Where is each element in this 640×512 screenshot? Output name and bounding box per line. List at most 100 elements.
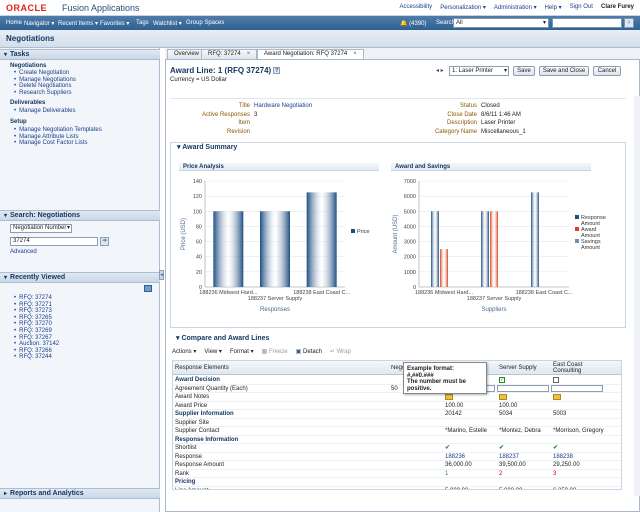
award-line-select[interactable]: 1: Laser Printer ▾ <box>449 66 509 76</box>
nav-home[interactable]: Home <box>6 20 23 26</box>
tasks-header[interactable]: ▾ Tasks <box>0 49 160 60</box>
award-checkbox-2[interactable]: ✓ <box>499 377 505 383</box>
table-cell: 2 <box>499 470 503 477</box>
task-manage-attribute-lists[interactable]: Manage Attribute Lists <box>19 133 79 140</box>
save-and-close-button[interactable]: Save and Close <box>539 66 589 76</box>
close-date-value: 8/6/11 1:46 AM <box>481 111 521 118</box>
search-field-select[interactable]: Negotiation Number ▾ <box>10 224 72 233</box>
table-row: Shortlist <box>173 444 621 453</box>
view-menu[interactable]: View ▾ <box>204 349 222 355</box>
recent-item[interactable]: RFQ: 37270 <box>19 321 52 328</box>
table-cell: Pricing <box>175 479 196 485</box>
tasks-title: Tasks <box>10 51 30 58</box>
nav-group-spaces[interactable]: Group Spaces <box>186 20 225 26</box>
actions-menu[interactable]: Actions ▾ <box>172 349 197 355</box>
close-icon[interactable]: × <box>246 51 251 57</box>
search-go-icon[interactable]: ➔ <box>100 237 109 246</box>
advanced-search-link[interactable]: Advanced <box>10 249 37 255</box>
legend-label: Response <box>581 215 606 221</box>
recent-item[interactable]: RFQ: 37267 <box>19 334 52 341</box>
detach-button[interactable]: ▣ Detach <box>296 348 322 358</box>
y-tick-label: 5000 <box>404 209 416 215</box>
bar <box>260 211 290 287</box>
wrap-button[interactable]: ↵ Wrap <box>330 348 351 358</box>
regional-area: ▾Tasks Negotiations Create Negotiation M… <box>0 48 160 512</box>
personalization-menu[interactable]: Personalization ▾ <box>440 5 486 11</box>
collapse-icon[interactable]: ▾ <box>4 52 8 58</box>
recent-item[interactable]: RFQ: 37274 <box>19 295 52 301</box>
task-research-suppliers[interactable]: Research Suppliers <box>19 89 72 96</box>
recent-item[interactable]: RFQ: 37244 <box>19 354 52 361</box>
recent-item[interactable]: Auction: 37142 <box>19 341 60 348</box>
task-manage-deliverables[interactable]: Manage Deliverables <box>19 108 76 114</box>
reports-header[interactable]: ▸ Reports and Analytics <box>0 488 160 499</box>
recent-item[interactable]: RFQ: 37266 <box>19 347 52 354</box>
table-cell: Shortlist <box>175 445 197 451</box>
collapse-icon[interactable]: ▾ <box>4 213 8 219</box>
wrap-icon: ↵ <box>330 349 337 355</box>
quantity-input-3[interactable] <box>551 384 603 394</box>
task-manage-negotiations[interactable]: Manage Negotiations <box>19 76 76 83</box>
collapse-icon[interactable]: ▾ <box>4 275 8 281</box>
format-menu[interactable]: Format ▾ <box>229 349 254 355</box>
recently-viewed-header[interactable]: ▾ Recently Viewed <box>0 272 160 283</box>
tab-rfq[interactable]: RFQ: 37274 × <box>201 49 258 59</box>
save-button[interactable]: Save <box>513 66 535 76</box>
help-menu[interactable]: Help ▾ <box>544 5 562 11</box>
negotiation-number-input[interactable]: 37274 <box>10 237 98 246</box>
task-delete-negotiations[interactable]: Delete Negotiations <box>19 83 72 90</box>
quantity-input-2[interactable] <box>497 384 549 394</box>
award-checkbox-3[interactable] <box>553 377 559 384</box>
tab-bar: Overview RFQ: 37274 × Award Negotiation: … <box>165 48 640 59</box>
task-manage-templates[interactable]: Manage Negotiation Templates <box>19 127 102 133</box>
note-icon[interactable] <box>445 394 453 402</box>
compare-header[interactable]: ▾ Compare and Award Lines <box>170 334 269 344</box>
help-icon[interactable]: ? <box>273 67 281 75</box>
table-cell: 5,000.00 <box>499 487 522 490</box>
close-icon[interactable]: × <box>353 51 357 57</box>
nav-watchlist[interactable]: Watchlist ▾ <box>153 21 182 27</box>
collapse-icon[interactable]: ▾ <box>177 144 183 151</box>
administration-menu[interactable]: Administration ▾ <box>493 5 537 11</box>
nav-favorites[interactable]: Favorites ▾ <box>100 21 130 27</box>
expand-icon[interactable]: ▸ <box>4 491 8 497</box>
sign-out-link[interactable]: Sign Out <box>569 4 593 10</box>
note-icon[interactable] <box>553 394 561 402</box>
search-go-icon[interactable]: › <box>624 18 634 28</box>
search-negotiations-header[interactable]: ▾ Search: Negotiations <box>0 210 160 221</box>
freeze-button[interactable]: ▦ Freeze <box>262 348 288 358</box>
collapse-pane-icon[interactable]: ◂ <box>159 270 164 280</box>
notifications-icon[interactable]: 🔔 (4390) <box>400 21 427 27</box>
line-nav-arrows[interactable]: ◂ ▸ <box>436 68 444 74</box>
search-label: Search <box>436 20 456 26</box>
accessibility-link[interactable]: Accessibility <box>399 4 433 10</box>
recent-item[interactable]: RFQ: 37271 <box>19 301 52 308</box>
global-search-input[interactable] <box>552 18 622 28</box>
nav-tags[interactable]: Tags <box>136 20 149 26</box>
table-cell: Award Notes <box>175 394 210 400</box>
refresh-icon[interactable] <box>144 285 152 292</box>
vertical-scrollbar[interactable] <box>634 96 640 496</box>
item-label: Item <box>238 120 250 126</box>
tab-award-negotiation[interactable]: Award Negotiation: RFQ 37274 × <box>257 49 364 59</box>
search-negotiations-title: Search: Negotiations <box>10 212 81 219</box>
shortlist-check-icon: ✔ <box>445 445 451 451</box>
recent-item[interactable]: RFQ: 37273 <box>19 308 52 315</box>
recent-item[interactable]: RFQ: 37269 <box>19 327 52 334</box>
search-scope-select[interactable]: All ▾ <box>453 18 549 28</box>
nav-navigator[interactable]: Navigator ▾ <box>24 21 55 27</box>
task-manage-cost-factor-lists[interactable]: Manage Cost Factor Lists <box>19 140 88 147</box>
table-row: Response 188236 188237 188238 <box>173 453 621 461</box>
nav-recent-items[interactable]: Recent Items ▾ <box>58 21 99 27</box>
award-summary-header[interactable]: ▾ Award Summary <box>171 143 237 153</box>
note-icon[interactable] <box>499 394 507 402</box>
title-value[interactable]: Hardware Negotiation <box>254 103 313 109</box>
detach-icon: ▣ <box>295 349 303 355</box>
collapse-icon[interactable]: ▾ <box>176 335 182 342</box>
table-cell: Supplier Information <box>175 411 234 417</box>
cancel-button[interactable]: Cancel <box>593 66 621 76</box>
table-cell: 3 <box>553 470 557 477</box>
recent-item[interactable]: RFQ: 37265 <box>19 314 52 321</box>
title-label: Title <box>238 103 250 109</box>
task-create-negotiation[interactable]: Create Negotiation <box>19 70 70 76</box>
